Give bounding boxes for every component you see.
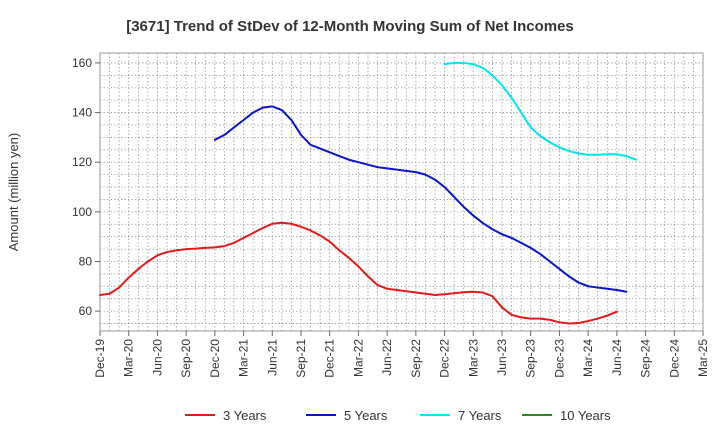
y-axis-label: Amount (million yen): [6, 133, 21, 252]
plot-area: [99, 52, 704, 332]
legend-label: 10 Years: [560, 408, 611, 423]
chart-title: [3671] Trend of StDev of 12-Month Moving…: [126, 18, 574, 35]
x-axis-ticks: Dec-19 Mar-20 Jun-20 Sep-20 Dec-20 Mar-21 Jun-…: [93, 331, 710, 378]
x-tick-label: Sep-24: [639, 339, 653, 378]
x-tick-label: Sep-23: [524, 339, 538, 378]
x-tick-label: Mar-25: [696, 339, 710, 377]
grid: [100, 53, 703, 331]
x-tick-label: Jun-23: [495, 339, 509, 376]
x-tick-label: Dec-23: [552, 339, 566, 378]
y-tick-label: 160: [72, 56, 92, 70]
series-line-5-years: [213, 105, 628, 293]
series-line-3-years: [99, 221, 618, 325]
series-lines: [99, 61, 637, 325]
x-tick-label: Mar-20: [122, 339, 136, 377]
x-tick-label: Jun-24: [610, 339, 624, 376]
x-tick-label: Mar-22: [351, 339, 365, 377]
x-tick-label: Jun-21: [265, 339, 279, 376]
legend-label: 7 Years: [458, 408, 502, 423]
x-tick-label: Dec-20: [208, 339, 222, 378]
y-axis-ticks: 60 80 100 120 140 160: [72, 56, 100, 318]
y-tick-label: 120: [72, 155, 92, 169]
x-tick-label: Dec-24: [667, 339, 681, 378]
y-tick-label: 140: [72, 106, 92, 120]
series-line-7-years: [443, 61, 637, 161]
x-tick-label: Sep-20: [179, 339, 193, 378]
x-tick-label: Jun-22: [380, 339, 394, 376]
x-tick-label: Sep-22: [409, 339, 423, 378]
y-tick-label: 100: [72, 205, 92, 219]
x-tick-label: Mar-24: [581, 339, 595, 377]
y-tick-label: 60: [79, 304, 93, 318]
y-tick-label: 80: [79, 255, 93, 269]
x-tick-label: Mar-23: [466, 339, 480, 377]
x-tick-label: Dec-21: [323, 339, 337, 378]
x-tick-label: Mar-21: [237, 339, 251, 377]
legend-label: 3 Years: [223, 408, 267, 423]
x-tick-label: Sep-21: [294, 339, 308, 378]
x-tick-label: Dec-22: [438, 339, 452, 378]
x-tick-label: Jun-20: [150, 339, 164, 376]
legend-label: 5 Years: [344, 408, 388, 423]
x-tick-label: Dec-19: [93, 339, 107, 378]
legend: 3 Years 5 Years 7 Years 10 Years: [185, 408, 611, 423]
